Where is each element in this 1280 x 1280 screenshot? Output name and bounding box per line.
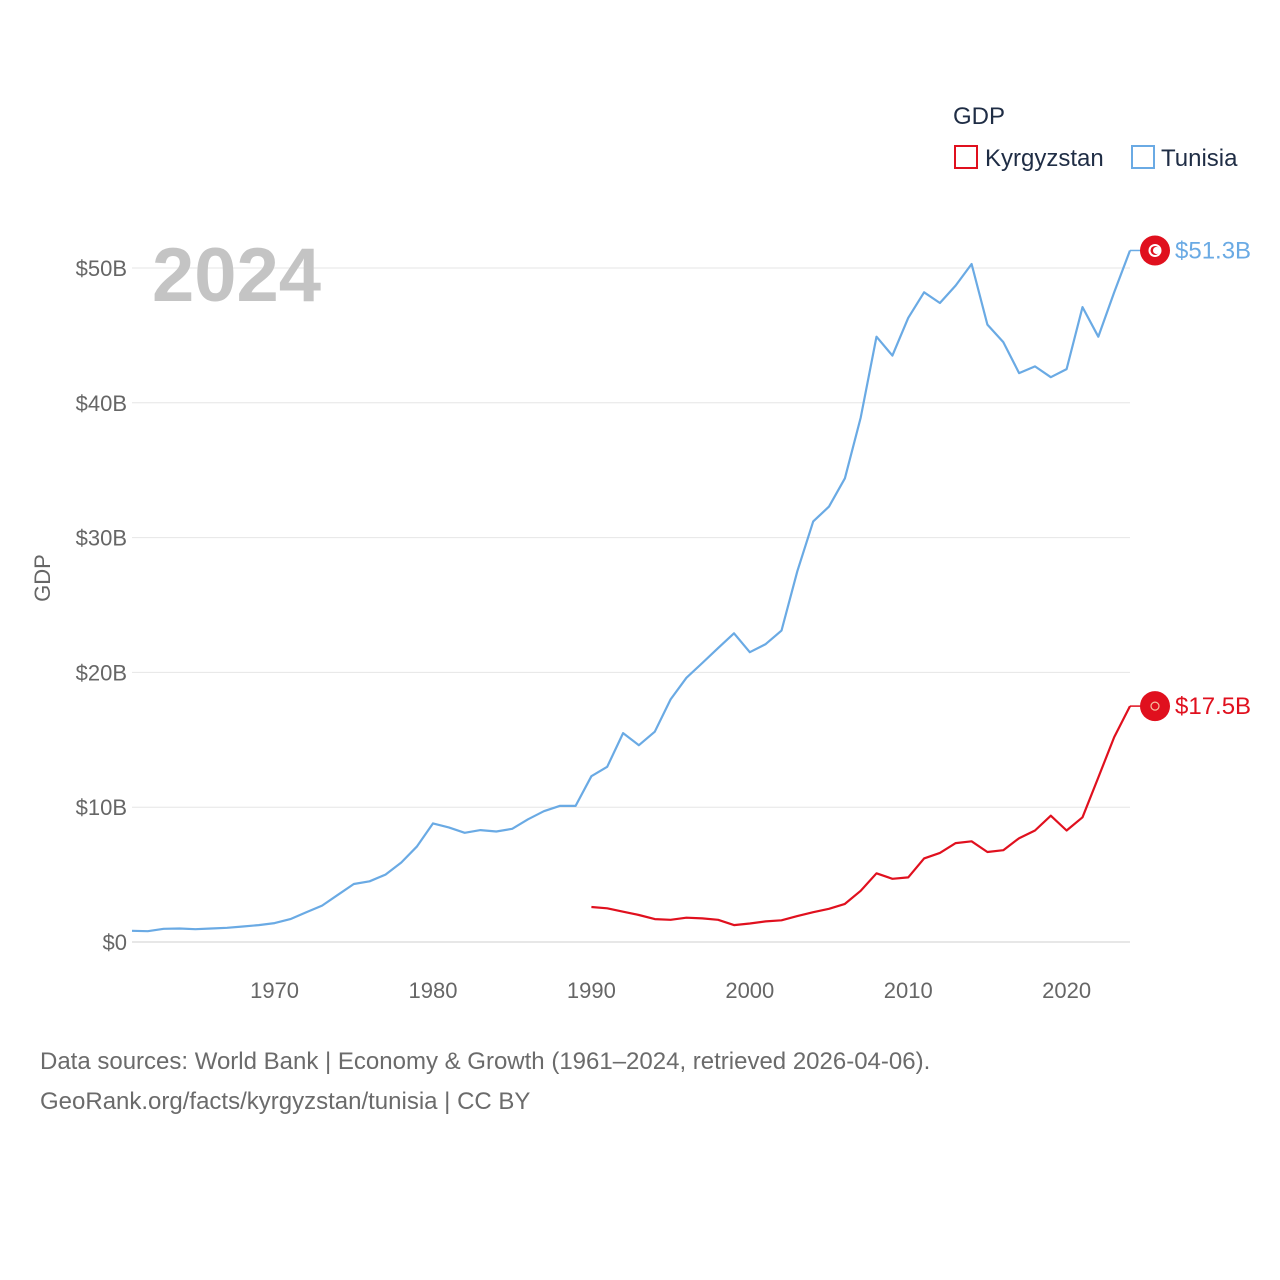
legend-swatch-kyrgyzstan — [954, 145, 978, 169]
legend-entry-tunisia[interactable]: Tunisia — [1131, 145, 1238, 172]
x-tick-label: 2000 — [725, 978, 774, 1003]
x-tick-label: 2010 — [884, 978, 933, 1003]
gridlines — [132, 267, 1130, 943]
source-link-text[interactable]: GeoRank.org/facts/kyrgyzstan/tunisia | C… — [40, 1088, 531, 1115]
legend-title: GDP — [953, 103, 1005, 130]
series-end-markers: $51.3B $17.5B — [1140, 235, 1251, 722]
legend-label-kyrgyzstan: Kyrgyzstan — [985, 145, 1104, 172]
legend-swatch-tunisia — [1131, 145, 1155, 169]
x-tick-label: 1970 — [250, 978, 299, 1003]
x-tick-label: 1990 — [567, 978, 616, 1003]
y-tick-label: $30B — [76, 526, 127, 551]
x-tick-label: 1980 — [409, 978, 458, 1003]
footer: Data sources: World Bank | Economy & Gro… — [40, 1042, 930, 1122]
y-tick-label: $10B — [76, 795, 127, 820]
x-tick-label: 2020 — [1042, 978, 1091, 1003]
kyrgyzstan-sun-icon — [1150, 701, 1160, 711]
y-tick-label: $50B — [76, 256, 127, 281]
y-tick-label: $20B — [76, 660, 127, 685]
legend-entry-kyrgyzstan[interactable]: Kyrgyzstan — [954, 145, 1104, 172]
y-axis-ticks: $0 $10B $20B $30B $40B $50B — [76, 256, 127, 955]
series-lines — [131, 249, 1142, 933]
kyrgyzstan-end-value: $17.5B — [1175, 693, 1251, 720]
series-line-tunisia — [131, 250, 1132, 933]
series-line-kyrgyzstan — [591, 705, 1131, 927]
x-axis-ticks: 1970 1980 1990 2000 2010 2020 — [250, 978, 1091, 1003]
y-axis-title: GDP — [30, 554, 55, 602]
tunisia-crescent-inner — [1153, 246, 1161, 255]
legend: GDP Kyrgyzstan Tunisia — [953, 103, 1238, 172]
gdp-line-chart: $0 $10B $20B $30B $40B $50B 1970 1980 1990 2000 2… — [30, 103, 1251, 1003]
y-tick-label: $40B — [76, 391, 127, 416]
kyrgyzstan-flag-icon — [1140, 691, 1170, 722]
y-tick-label: $0 — [103, 930, 127, 955]
legend-label-tunisia: Tunisia — [1161, 145, 1238, 172]
year-label: 2024 — [152, 233, 321, 318]
kyrgyzstan-end-marker — [1140, 691, 1170, 722]
data-sources-text: Data sources: World Bank | Economy & Gro… — [40, 1048, 931, 1075]
tunisia-end-value: $51.3B — [1175, 237, 1251, 264]
tunisia-end-marker — [1140, 235, 1170, 266]
